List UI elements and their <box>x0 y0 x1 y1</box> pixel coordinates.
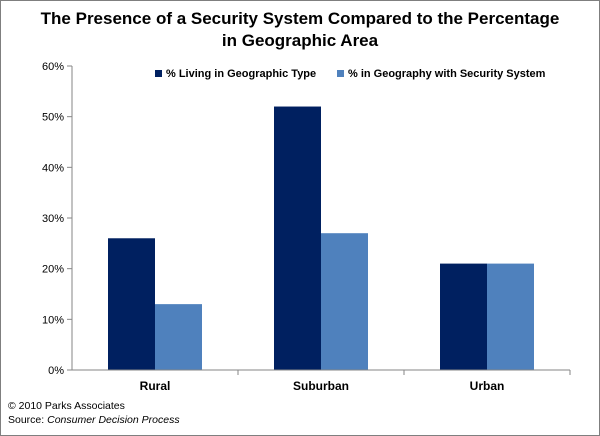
legend-swatch <box>155 70 162 77</box>
bar-suburban-series-2 <box>321 233 368 370</box>
x-category-label: Urban <box>470 379 505 393</box>
footer-source-name: Consumer Decision Process <box>47 414 180 426</box>
y-tick-label: 30% <box>42 213 64 225</box>
legend-label: % in Geography with Security System <box>348 68 546 80</box>
legend: % Living in Geographic Type % in Geograph… <box>155 68 546 80</box>
x-category-label: Suburban <box>293 379 349 393</box>
footer-copyright: © 2010 Parks Associates <box>8 400 125 412</box>
y-axis: 0% 10% 20% 30% 40% 50% 60% <box>42 61 73 377</box>
chart-title-line-2: in Geographic Area <box>221 31 379 50</box>
legend-label: % Living in Geographic Type <box>166 68 316 80</box>
chart-title-line-1: The Presence of a Security System Compar… <box>40 9 560 28</box>
y-tick-label: 40% <box>42 162 64 174</box>
x-axis: Rural Suburban Urban <box>72 369 571 393</box>
footer-source: Source: Consumer Decision Process <box>8 414 180 426</box>
y-tick-label: 0% <box>48 365 64 377</box>
x-category-label: Rural <box>140 379 171 393</box>
y-tick-label: 60% <box>42 61 64 73</box>
footer-source-label: Source: <box>8 414 48 426</box>
bar-rural-series-2 <box>155 304 202 370</box>
bar-urban-series-2 <box>487 263 534 370</box>
bar-suburban-series-1 <box>274 106 321 371</box>
y-tick-label: 20% <box>42 264 64 276</box>
y-tick-label: 10% <box>42 314 64 326</box>
legend-swatch <box>337 70 344 77</box>
bars <box>108 106 534 371</box>
bar-urban-series-1 <box>440 263 487 370</box>
chart-title: The Presence of a Security System Compar… <box>0 8 600 52</box>
y-tick-label: 50% <box>42 112 64 124</box>
bar-rural-series-1 <box>108 238 155 370</box>
